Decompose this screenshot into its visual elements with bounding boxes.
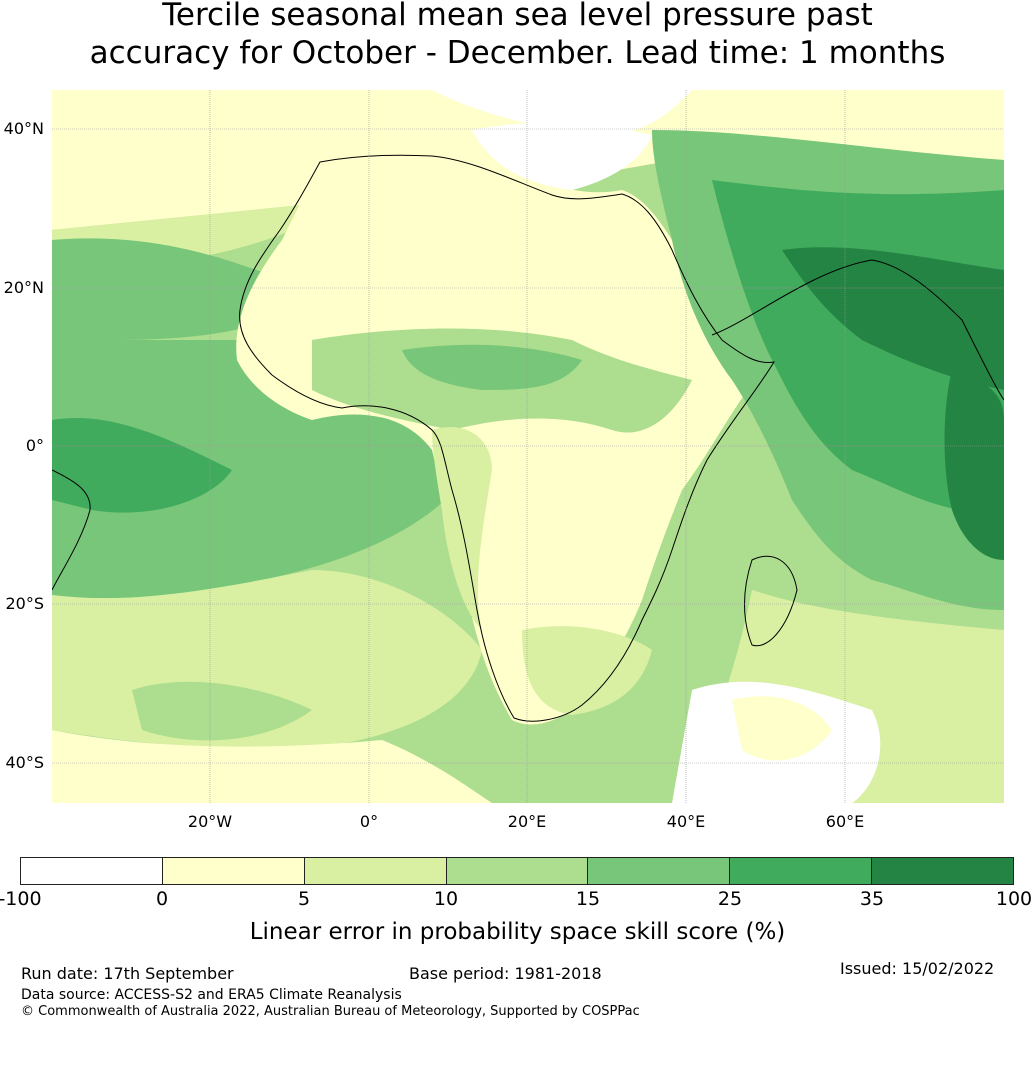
mediterranean [472,123,652,190]
title-line-2: accuracy for October - December. Lead ti… [89,35,946,71]
colorbar-label: Linear error in probability space skill … [249,919,786,945]
lon-label-20e: 20°E [507,812,547,831]
south-atlantic-light [52,730,492,803]
colorbar-tick: 10 [433,888,459,910]
issued-date: Issued: 15/02/2022 [840,959,995,978]
colorbar [20,857,1014,885]
data-source: Data source: ACCESS-S2 and ERA5 Climate … [21,987,402,1003]
lon-label-20w: 20°W [187,812,233,831]
arabian-darkest [782,247,1004,390]
colorbar-segment [872,858,1014,884]
colorbar-tick: 0 [155,888,169,910]
colorbar-tick: 35 [859,888,885,910]
lon-label-60e: 60°E [825,812,865,831]
colorbar-tick: 15 [575,888,601,910]
lat-label-20n: 20°N [3,278,44,297]
graticule [52,90,1004,803]
base-period: Base period: 1981-2018 [409,964,602,983]
africa-land [236,153,773,725]
colorbar-segment [730,858,873,884]
chart-title: Tercile seasonal mean sea level pressure… [0,0,1035,72]
colorbar-tick: 5 [297,888,311,910]
south-atlantic-patch [132,681,312,741]
lat-label-40s: 40°S [5,753,44,772]
map-svg [52,90,1004,803]
lon-label-0: 0° [359,812,379,831]
lon-label-40e: 40°E [666,812,706,831]
lat-label-0: 0° [25,436,44,455]
africa-coastline [239,154,776,722]
arabia-coastline [711,259,1004,401]
colorbar-tick: -100 [0,888,42,910]
madagascar-coastline [744,555,798,647]
lat-label-40n: 40°N [3,119,44,138]
sahel-strong [402,344,582,390]
colorbar-tick: 25 [717,888,743,910]
south-indian-light [732,696,832,761]
europe-white [432,90,692,135]
colorbar-segment [21,858,163,884]
colorbar-segment [162,858,305,884]
atlantic-strong [52,418,232,513]
skill-map [52,90,1004,803]
colorbar-segment [446,858,589,884]
title-line-1: Tercile seasonal mean sea level pressure… [162,0,873,33]
south-america-coastline [52,469,91,591]
lat-label-20s: 20°S [5,594,44,613]
colorbar-segment [304,858,447,884]
colorbar-segment [588,858,731,884]
copyright: © Commonwealth of Australia 2022, Austra… [21,1004,640,1019]
run-date: Run date: 17th September [21,964,234,983]
colorbar-tick: 100 [995,888,1033,910]
southern-africa-pale [522,626,652,715]
indian-darkest [944,370,1004,560]
